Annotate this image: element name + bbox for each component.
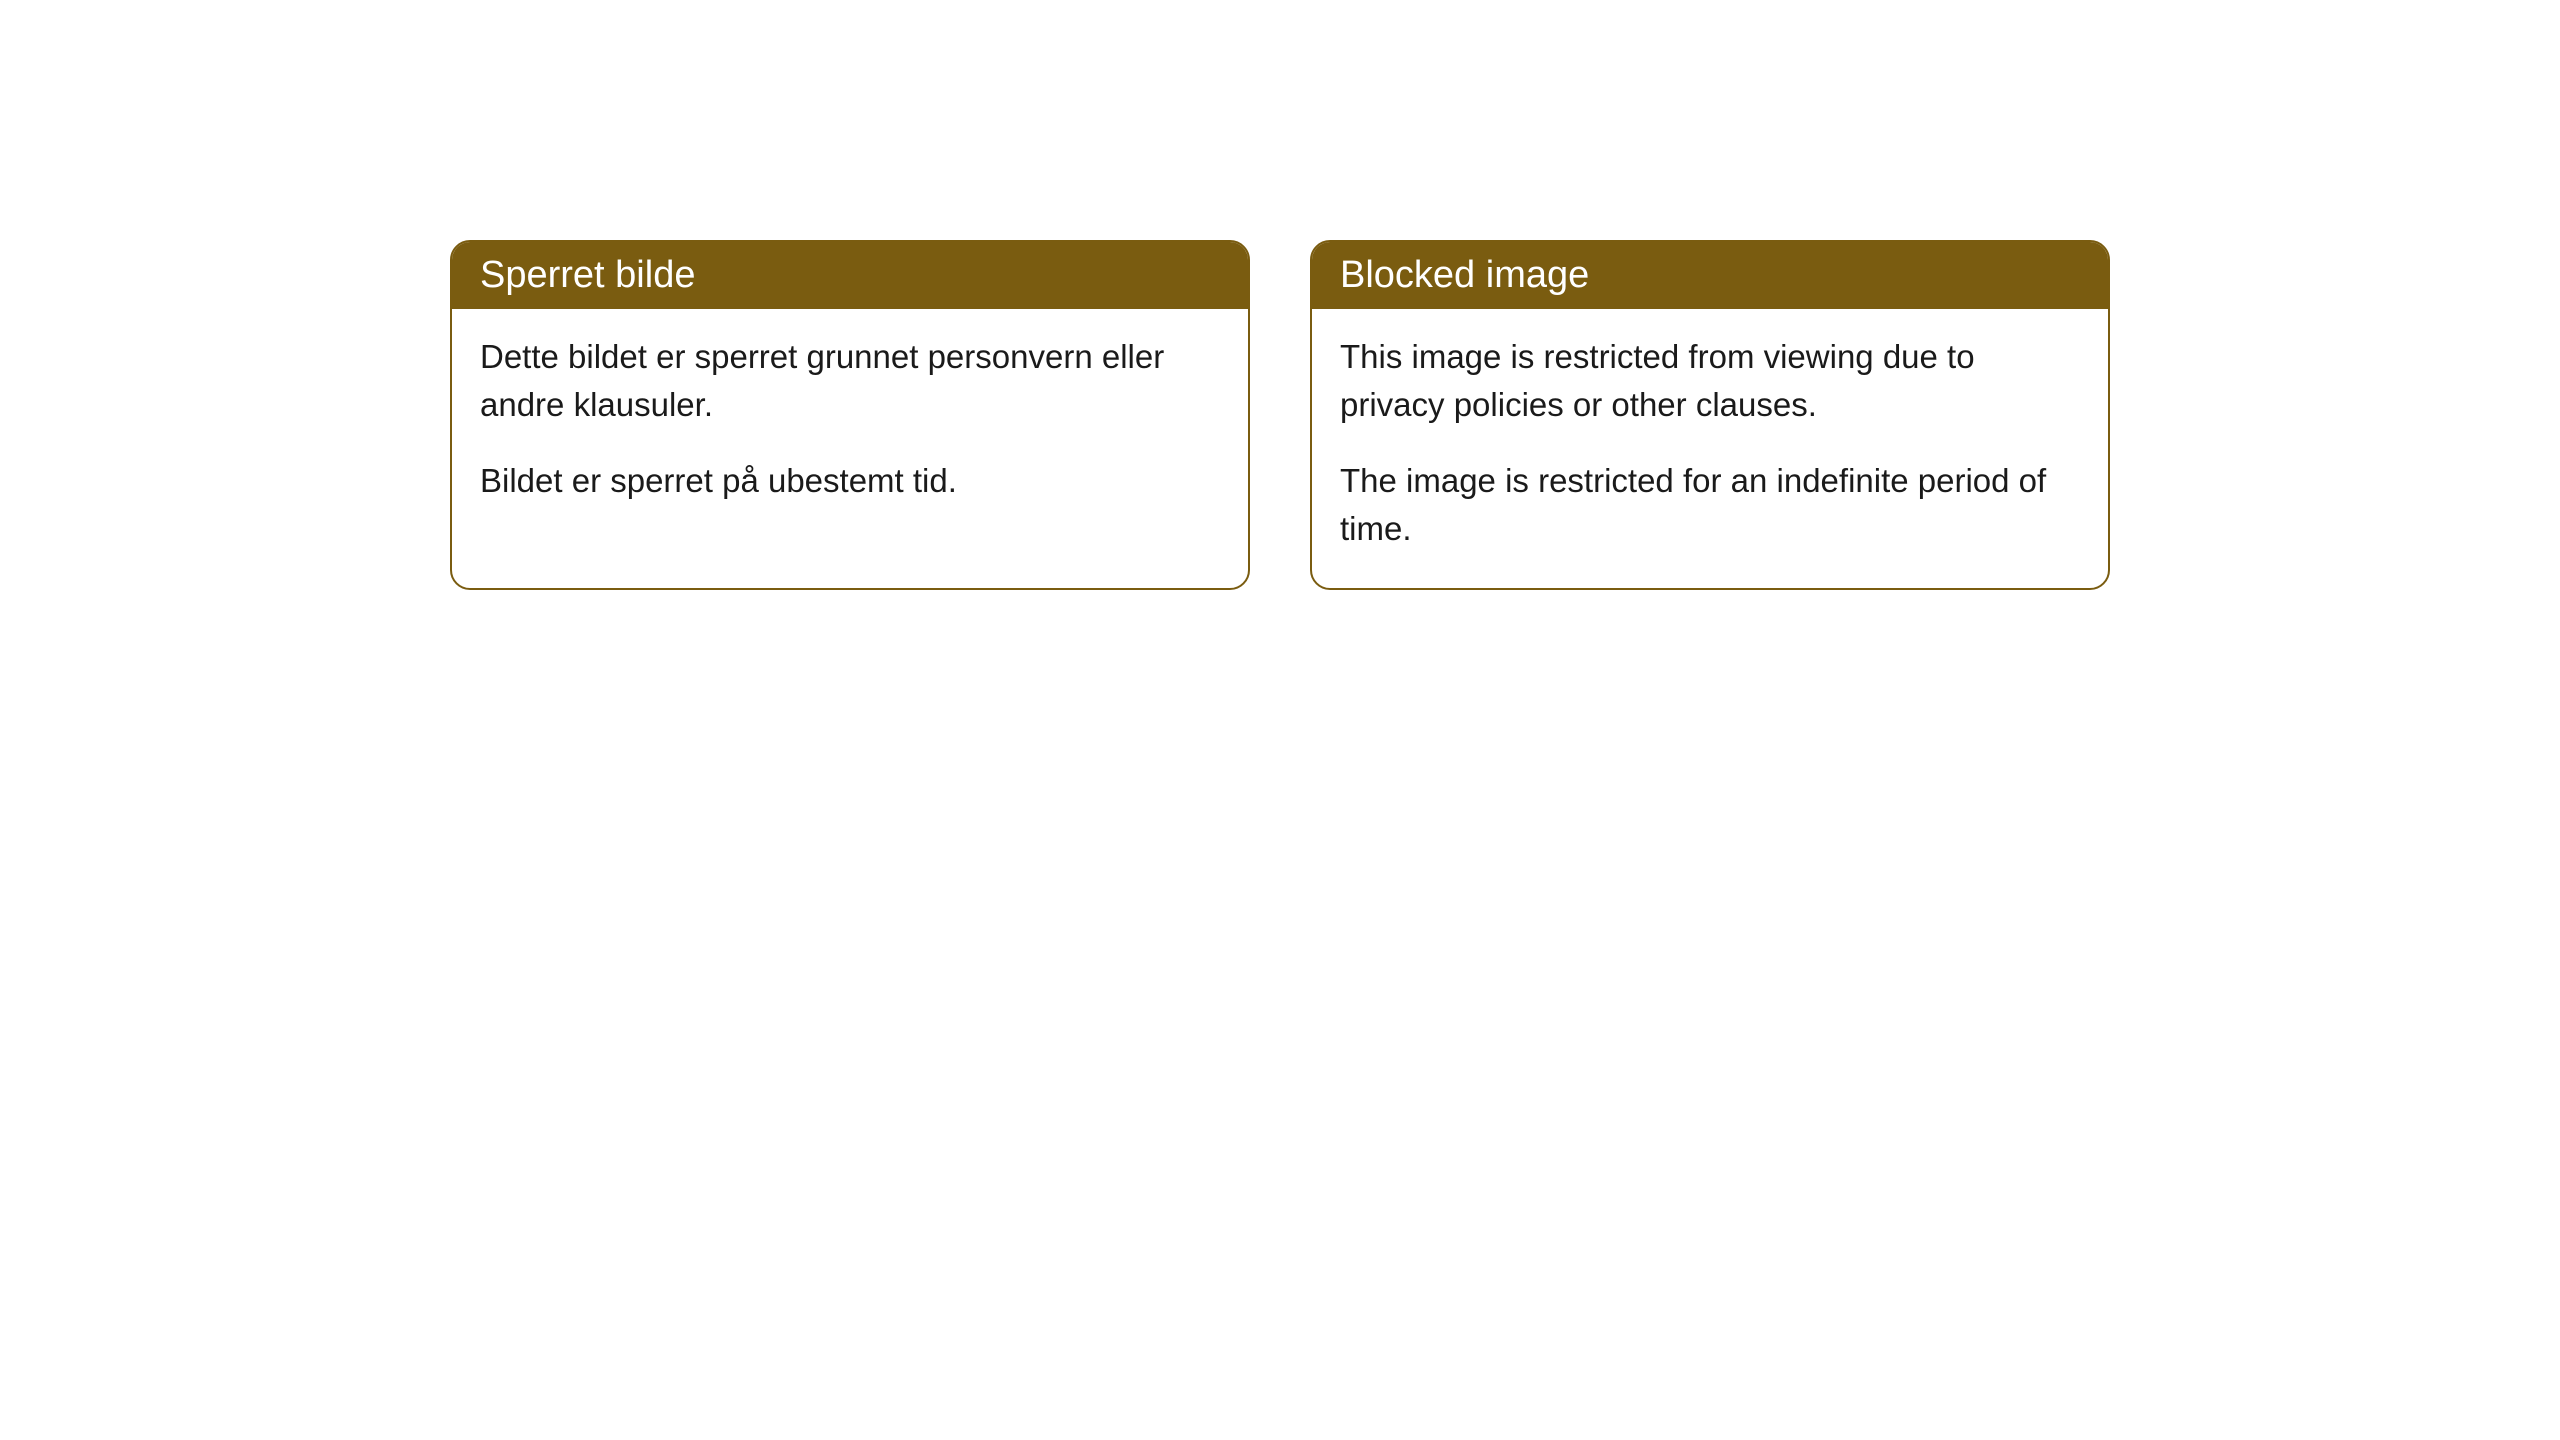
card-header: Blocked image — [1312, 242, 2108, 309]
card-paragraph-1: This image is restricted from viewing du… — [1340, 333, 2080, 429]
card-paragraph-1: Dette bildet er sperret grunnet personve… — [480, 333, 1220, 429]
blocked-image-card-english: Blocked image This image is restricted f… — [1310, 240, 2110, 590]
card-body: This image is restricted from viewing du… — [1312, 309, 2108, 588]
card-paragraph-2: The image is restricted for an indefinit… — [1340, 457, 2080, 553]
notice-cards-row: Sperret bilde Dette bildet er sperret gr… — [450, 240, 2110, 590]
card-paragraph-2: Bildet er sperret på ubestemt tid. — [480, 457, 1220, 505]
card-title: Sperret bilde — [480, 254, 695, 296]
card-header: Sperret bilde — [452, 242, 1248, 309]
blocked-image-card-norwegian: Sperret bilde Dette bildet er sperret gr… — [450, 240, 1250, 590]
card-body: Dette bildet er sperret grunnet personve… — [452, 309, 1248, 541]
card-title: Blocked image — [1340, 254, 1589, 296]
